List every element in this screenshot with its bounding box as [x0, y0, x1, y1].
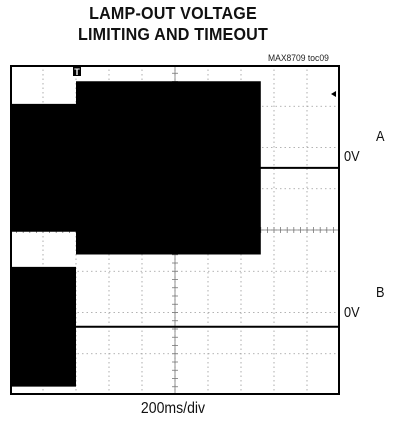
channel-b-label: B [376, 284, 385, 301]
channel-a-label: A [376, 128, 385, 145]
channel-a-zero-label: 0V [344, 148, 360, 165]
scope-traces [10, 81, 340, 387]
timebase-label: 200ms/div [140, 400, 206, 417]
trigger-marker-box [73, 66, 81, 76]
scope-frame [10, 65, 340, 395]
title-line-2: LIMITING AND TIMEOUT [77, 24, 269, 44]
figure-id: MAX8709 toc09 [268, 53, 329, 64]
chart-title: LAMP-OUT VOLTAGE LIMITING AND TIMEOUT [14, 3, 332, 45]
trigger-marker-label: T [74, 67, 80, 77]
channel-b-zero-label: 0V [344, 304, 360, 321]
trigger-marker: T [73, 66, 81, 77]
scope-screen: T [10, 65, 340, 395]
title-line-1: LAMP-OUT VOLTAGE [89, 3, 257, 23]
trigger-level-icon [331, 91, 336, 97]
